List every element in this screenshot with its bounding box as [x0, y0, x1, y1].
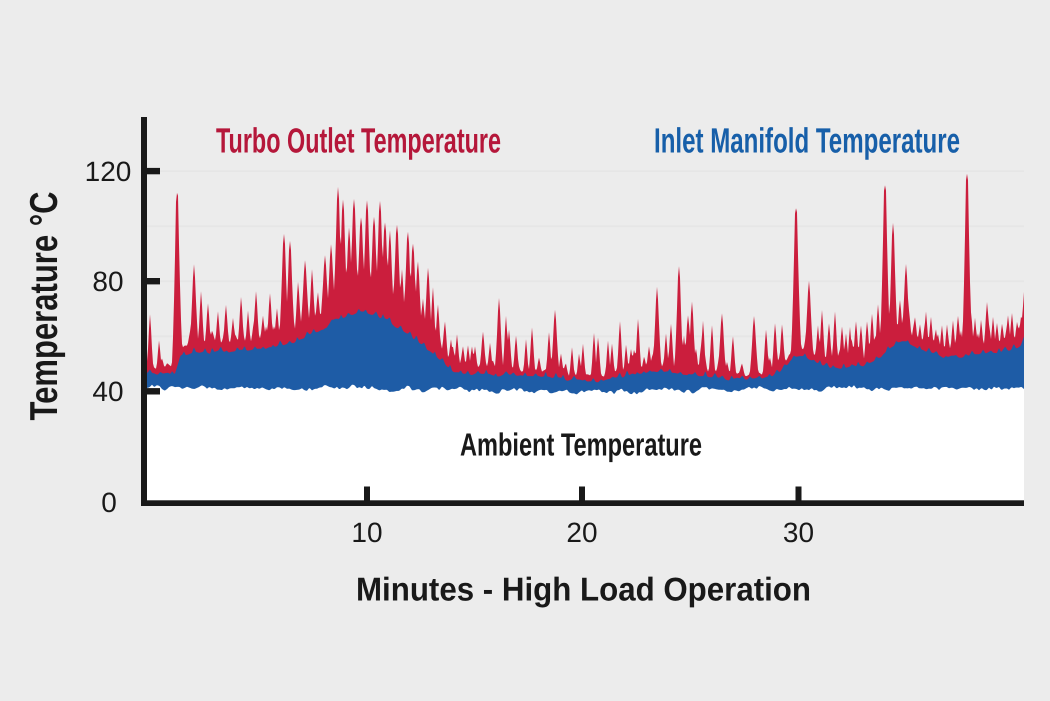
svg-text:Ambient Temperature: Ambient Temperature [460, 427, 702, 463]
svg-text:Turbo Outlet Temperature: Turbo Outlet Temperature [216, 122, 501, 161]
svg-text:80: 80 [92, 266, 123, 297]
svg-text:120: 120 [85, 156, 132, 187]
svg-text:Temperature °C: Temperature °C [23, 191, 66, 420]
svg-text:10: 10 [351, 517, 382, 548]
svg-text:0: 0 [101, 487, 117, 518]
svg-text:Inlet Manifold Temperature: Inlet Manifold Temperature [654, 122, 960, 161]
svg-text:20: 20 [566, 517, 597, 548]
svg-text:40: 40 [92, 376, 123, 407]
svg-text:Minutes - High Load Operation: Minutes - High Load Operation [356, 571, 811, 608]
svg-text:30: 30 [783, 517, 814, 548]
